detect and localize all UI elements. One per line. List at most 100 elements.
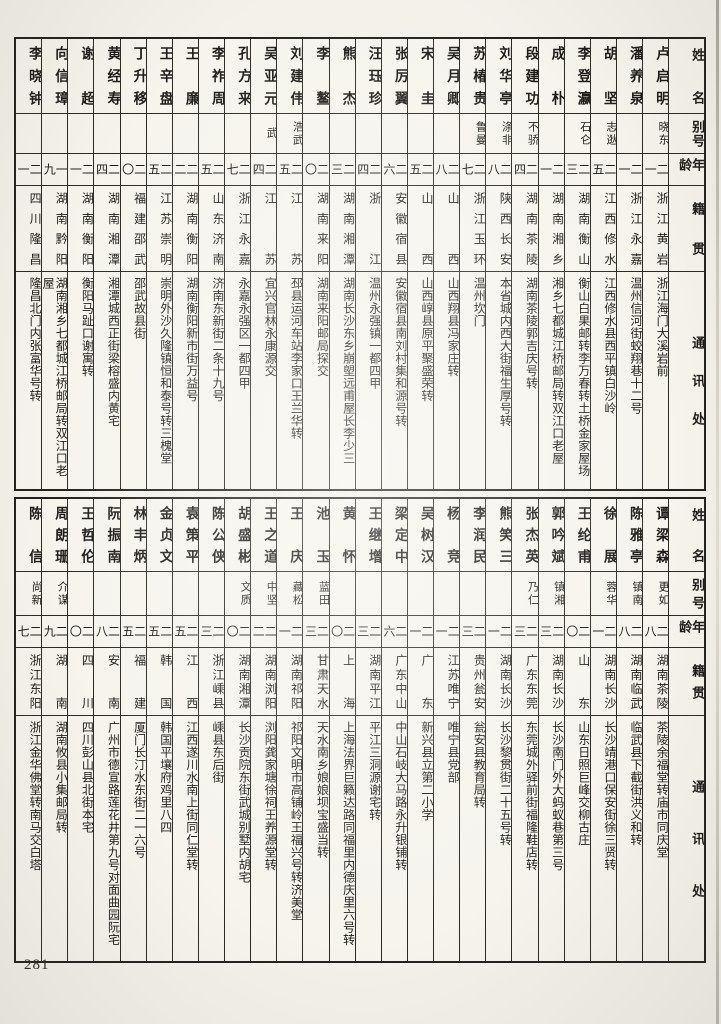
field-header-column: 姓名 别号 年龄 籍贯 通讯处 [668, 499, 705, 961]
age-cell: 二〇 [68, 615, 94, 647]
name-cell: 苏椿贵 [471, 46, 486, 106]
native-place-cell: 湖南湘潭 [225, 647, 251, 715]
age-cell: 二一 [16, 153, 42, 185]
header-age-cell: 年龄 [669, 615, 705, 647]
alias-cell [146, 113, 172, 153]
address-cell: 济南东新街二条十九号 [198, 271, 224, 489]
address-cell: 湘乡七都城江桥邮局转双江口老屋 [538, 271, 564, 489]
native-place-cell: 浙江黄岩 [643, 185, 669, 271]
person-column: 张杰英 乃仁 二三 广东东莞 东莞城外驿前街福隆鞋店转 [511, 499, 538, 961]
address-cell: 厦门长汀水东街二一六号 [120, 715, 146, 961]
alias-cell [329, 113, 355, 153]
name-cell: 熊杰 [340, 46, 355, 106]
person-column: 王继增 二三 湖南平江 平江三洞源谢宅转 [354, 499, 381, 961]
name-cell: 王辛盘 [157, 46, 172, 106]
name-cell: 王庆 [288, 506, 303, 564]
age-cell: 二二 [172, 153, 198, 185]
address-cell: 长沙黎贯街二十五号转 [486, 715, 512, 961]
name-cell: 李晓钟 [27, 46, 42, 106]
age-cell: 二四 [251, 153, 277, 185]
alias-cell: 石仑 [564, 113, 590, 153]
name-cell: 刘建伟 [288, 46, 303, 106]
alias-cell: 不骄 [512, 113, 538, 153]
age-cell: 二九 [42, 615, 68, 647]
name-cell: 吴树汉 [419, 506, 433, 564]
name-cell: 张杰英 [523, 506, 538, 564]
alias-cell: 晓东 [643, 113, 669, 153]
native-place-cell: 福建邵武 [120, 185, 146, 271]
age-cell: 二三 [512, 615, 538, 647]
alias-cell: 蓝田 [303, 571, 329, 615]
address-cell: 温州永强镇一都四甲 [355, 271, 381, 489]
native-place-cell: 浙江永嘉 [225, 185, 251, 271]
native-place-cell: 浙江嵊县 [198, 647, 224, 715]
person-column: 袁策平 二五 江西 江西遂川水南上街同仁堂转 [171, 499, 198, 961]
native-place-cell: 山西 [434, 185, 460, 271]
age-cell: 二三 [460, 615, 486, 647]
name-cell: 徐展 [601, 506, 616, 564]
address-cell: 瓮安县教育局转 [460, 715, 486, 961]
person-column: 张厉翼 二六 安徽宿县 安徽宿县南刘村集和源号转 [380, 39, 407, 489]
native-place-cell: 湖南衡阳 [172, 185, 198, 271]
age-cell: 二〇 [564, 615, 590, 647]
alias-cell [538, 113, 564, 153]
name-cell: 王继增 [366, 506, 381, 564]
alias-cell: 文质 [225, 571, 251, 615]
header-native-cell: 籍贯 [669, 647, 705, 715]
address-cell: 邳县运河车站李家口王兰华转 [277, 271, 303, 489]
person-column: 梁定中 二六 广东中山 中山石岐大马路永升银铺转 [380, 499, 407, 961]
person-column: 卢启明 晓东 二一 浙江黄岩 浙江海门大溪岩前 [642, 39, 669, 489]
age-cell: 二五 [172, 615, 198, 647]
age-cell: 二五 [198, 153, 224, 185]
alias-cell: 乃仁 [512, 571, 538, 615]
header-address-cell: 通讯处 [669, 271, 705, 489]
address-cell: 衡山白果邮转李万春转土桥金家屋场 [564, 271, 590, 489]
person-column: 胡盛彬 文质 二〇 湖南湘潭 长沙贡院东街武城别墅内胡宅 [224, 499, 251, 961]
address-cell: 四川彭山县北街本宅 [68, 715, 94, 961]
native-place-cell: 甘肃天水 [303, 647, 329, 715]
person-column: 刘华亭 涤非 二八 陕西长安 本省城内西大街福生厚号转 [485, 39, 512, 489]
name-cell: 王哲伦 [79, 506, 94, 564]
name-cell: 丁升移 [131, 46, 146, 106]
native-place-cell: 湖南长沙 [486, 647, 512, 715]
person-column: 李晓钟 二一 四川隆昌 隆昌北门内张富华号转 [16, 39, 42, 489]
name-cell: 池玉 [314, 506, 329, 564]
person-column: 孔方来 二七 浙江永嘉 永嘉永强区一都四甲 [224, 39, 251, 489]
native-place-cell: 湖南湘潭 [94, 185, 120, 271]
name-cell: 李润民 [471, 506, 486, 564]
address-cell: 长沙靖港口保安街徐三贤转 [590, 715, 616, 961]
address-cell: 浙江海门大溪岩前 [643, 271, 669, 489]
person-column: 周朗珊 介谋 二九 湖南 湖南攸县小集邮局转 [41, 499, 68, 961]
native-place-cell: 湖南茶陵 [643, 647, 669, 715]
alias-cell [486, 571, 512, 615]
person-column: 黄怀 二〇 上海 上海法界巨籁达路同福里内德庆里六号转 [328, 499, 355, 961]
native-place-cell: 江苏崇明 [146, 185, 172, 271]
person-column: 成朴 二一 湖南湘乡 湘乡七都城江桥邮局转双江口老屋 [537, 39, 564, 489]
age-cell: 二四 [512, 153, 538, 185]
alias-cell: 介谋 [42, 571, 68, 615]
name-cell: 黄经寿 [105, 46, 120, 106]
person-column: 苏椿贵 鲁曼 二七 浙江玉环 温州坎门 [459, 39, 486, 489]
alias-cell [616, 113, 642, 153]
person-column: 徐展 蓉华 二一 湖南长沙 长沙靖港口保安街徐三贤转 [589, 499, 616, 961]
name-cell: 梁定中 [392, 506, 407, 564]
alias-cell [225, 113, 251, 153]
alias-cell [120, 113, 146, 153]
address-cell: 江西遂川水南上街同仁堂转 [172, 715, 198, 961]
person-column: 汪珏珍 二四 浙江 温州永强镇一都四甲 [354, 39, 381, 489]
alias-cell [198, 571, 224, 615]
name-cell: 胡坚 [601, 46, 616, 106]
alias-cell [434, 571, 460, 615]
alias-cell [355, 113, 381, 153]
address-cell: 隆昌北门内张富华号转 [16, 271, 42, 489]
address-cell: 唯宁县党部 [434, 715, 460, 961]
alias-cell: 藏松 [277, 571, 303, 615]
age-cell: 二三 [198, 615, 224, 647]
native-place-cell: 福建 [120, 647, 146, 715]
directory-table-bottom: 陈信 尚新 二七 浙江东阳 浙江金华佛堂转南马交白塔 周朗珊 介谋 二九 湖南 湖南攸县小集邮局转… [14, 497, 706, 963]
age-cell: 二三 [303, 615, 329, 647]
alias-cell [68, 571, 94, 615]
native-place-cell: 湖南湘乡 [538, 185, 564, 271]
age-cell: 二一 [590, 615, 616, 647]
alias-cell: 武 [251, 113, 277, 153]
